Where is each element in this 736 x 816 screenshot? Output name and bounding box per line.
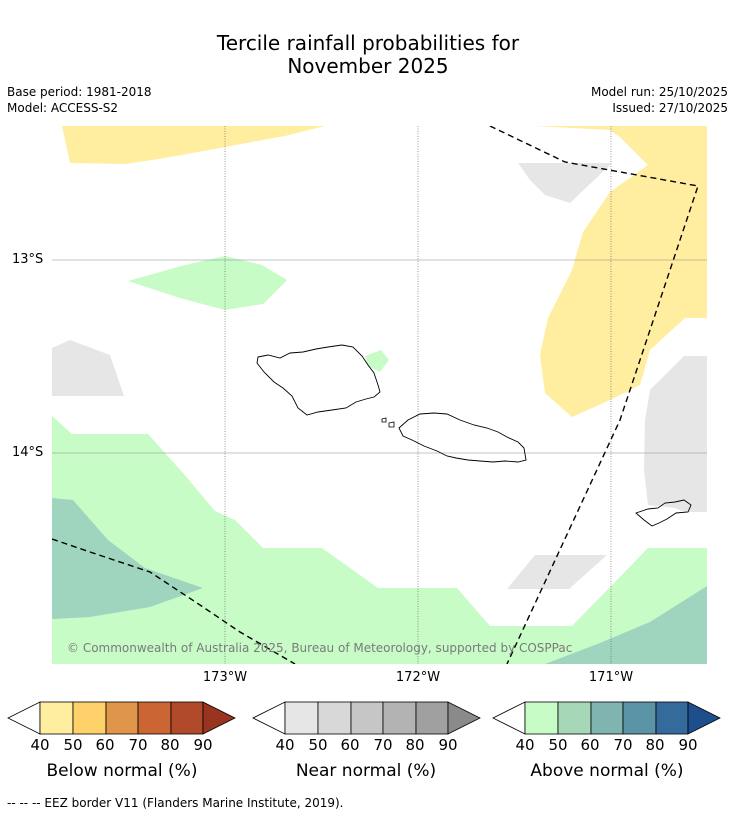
lon-label-171w: 171°W	[588, 670, 634, 685]
cbar-above-tick-70: 70	[613, 736, 633, 754]
cbar-near-tick-90: 90	[438, 736, 458, 754]
cbar-below-tick-50: 50	[63, 736, 83, 754]
cbar-below-swatch-40	[39, 701, 74, 735]
cbar-below-tick-90: 90	[193, 736, 213, 754]
cbar-below-low-arrow	[7, 701, 41, 735]
above-normal-region-north	[128, 256, 287, 310]
colorbar-near-normal	[252, 701, 481, 735]
cbar-near-tick-50: 50	[308, 736, 328, 754]
colorbar-below-normal	[7, 701, 236, 735]
cbar-near-tick-60: 60	[340, 736, 360, 754]
above-normal-high-region-sw	[52, 498, 203, 619]
near-normal-region-ne	[518, 163, 612, 203]
near-normal-region-south	[507, 555, 607, 589]
model-name: Model: ACCESS-S2	[7, 101, 119, 115]
cbar-near-high-arrow	[447, 701, 481, 735]
cbar-above-tick-40: 40	[515, 736, 535, 754]
above-normal-region-islet	[365, 350, 389, 372]
map-title-line2: November 2025	[287, 54, 449, 78]
colorbar-above-normal	[492, 701, 721, 735]
cbar-below-swatch-50	[72, 701, 107, 735]
cbar-near-swatch-60	[350, 701, 384, 735]
cbar-below-swatch-80	[170, 701, 204, 735]
cbar-above-swatch-50	[557, 701, 592, 735]
legend-title-near-normal: Near normal (%)	[295, 761, 437, 781]
cbar-near-tick-40: 40	[275, 736, 295, 754]
above-normal-high-region-se	[545, 586, 707, 664]
lon-label-172w: 172°W	[395, 670, 441, 685]
cbar-below-tick-80: 80	[160, 736, 180, 754]
cbar-above-tick-50: 50	[548, 736, 568, 754]
legend-title-above-normal: Above normal (%)	[530, 761, 684, 781]
map-canvas	[52, 126, 707, 664]
cbar-below-swatch-60	[105, 701, 139, 735]
island-upolu	[398, 412, 527, 463]
cbar-below-tick-70: 70	[128, 736, 148, 754]
copyright-notice: © Commonwealth of Australia 2025, Bureau…	[67, 641, 573, 655]
islet-apolima	[388, 421, 395, 428]
island-tutuila	[635, 499, 692, 527]
island-savaii	[256, 344, 381, 416]
near-normal-region-east	[644, 356, 707, 512]
issued-date: Issued: 27/10/2025	[612, 101, 728, 115]
cbar-below-tick-60: 60	[95, 736, 115, 754]
cbar-above-swatch-60	[590, 701, 624, 735]
cbar-near-swatch-80	[415, 701, 449, 735]
cbar-above-tick-90: 90	[678, 736, 698, 754]
below-normal-region-east	[535, 126, 707, 417]
eez-border-samoa-south	[52, 538, 296, 664]
lon-label-173w: 173°W	[202, 670, 248, 685]
cbar-near-low-arrow	[252, 701, 286, 735]
below-normal-region-north	[62, 126, 325, 164]
cbar-below-swatch-70	[137, 701, 172, 735]
above-normal-region-south	[52, 416, 707, 664]
eez-border-samoa-north	[489, 126, 699, 664]
cbar-above-swatch-80	[655, 701, 689, 735]
cbar-below-tick-40: 40	[30, 736, 50, 754]
cbar-near-swatch-70	[382, 701, 417, 735]
cbar-above-swatch-70	[622, 701, 657, 735]
cbar-near-tick-70: 70	[373, 736, 393, 754]
cbar-near-swatch-50	[317, 701, 352, 735]
cbar-near-tick-80: 80	[405, 736, 425, 754]
eez-border-note: -- -- -- EEZ border V11 (Flanders Marine…	[7, 796, 344, 810]
cbar-above-swatch-40	[524, 701, 559, 735]
legend-title-below-normal: Below normal (%)	[46, 761, 198, 781]
cbar-above-tick-60: 60	[580, 736, 600, 754]
model-run: Model run: 25/10/2025	[590, 85, 728, 99]
cbar-above-low-arrow	[492, 701, 526, 735]
near-normal-region-west	[52, 340, 124, 396]
cbar-above-tick-80: 80	[645, 736, 665, 754]
lat-label-13s: 13°S	[12, 252, 44, 267]
map-title-line1: Tercile rainfall probabilities for	[216, 31, 520, 55]
base-period: Base period: 1981-2018	[7, 85, 152, 99]
lat-label-14s: 14°S	[12, 445, 44, 460]
islet-manono	[381, 417, 387, 423]
cbar-above-high-arrow	[687, 701, 721, 735]
cbar-below-high-arrow	[202, 701, 236, 735]
cbar-near-swatch-40	[284, 701, 319, 735]
